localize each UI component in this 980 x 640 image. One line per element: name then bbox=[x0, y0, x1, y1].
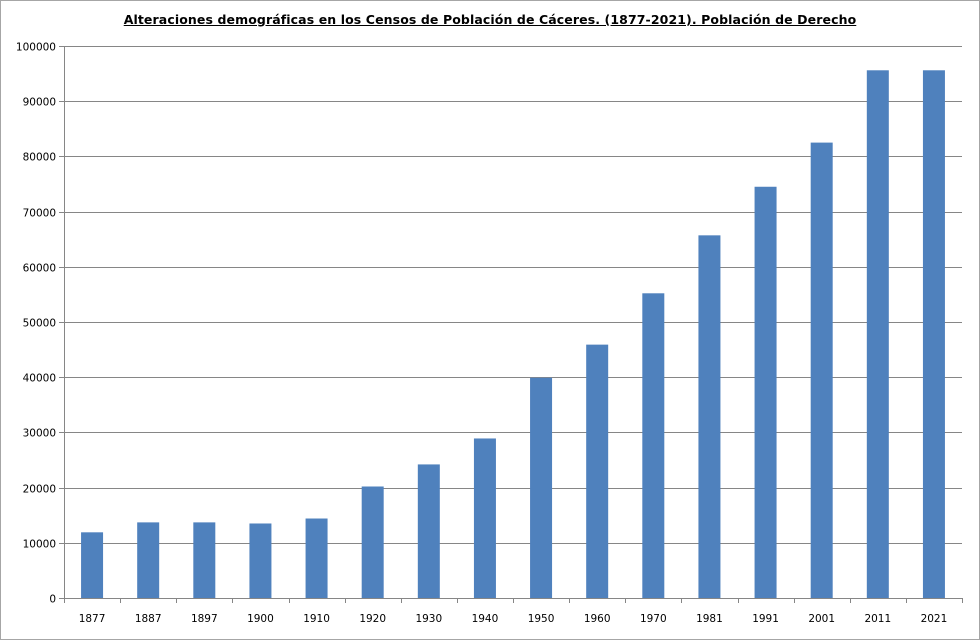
x-tick-label: 1970 bbox=[640, 613, 667, 625]
x-tick-label: 1897 bbox=[191, 613, 218, 625]
x-tick-label: 1940 bbox=[472, 613, 499, 625]
bar bbox=[922, 70, 945, 598]
x-tick-label: 2001 bbox=[808, 613, 835, 625]
bar bbox=[866, 70, 889, 598]
bar bbox=[530, 377, 553, 598]
bar bbox=[698, 235, 721, 598]
x-tick-label: 1877 bbox=[79, 613, 106, 625]
bar bbox=[810, 142, 833, 598]
y-tick-label: 100000 bbox=[16, 42, 56, 54]
bar bbox=[305, 518, 328, 598]
x-tick-label: 1991 bbox=[752, 613, 779, 625]
bar bbox=[417, 464, 440, 598]
y-tick-label: 30000 bbox=[23, 428, 56, 440]
x-tick-label: 2011 bbox=[864, 613, 891, 625]
x-tick-label: 1887 bbox=[135, 613, 162, 625]
y-tick-label: 40000 bbox=[23, 373, 56, 385]
y-tick-label: 70000 bbox=[23, 208, 56, 220]
y-tick-label: 80000 bbox=[23, 152, 56, 164]
bar bbox=[137, 522, 160, 598]
x-tick-label: 1950 bbox=[528, 613, 555, 625]
bar bbox=[193, 522, 216, 598]
x-tick-label: 1920 bbox=[359, 613, 386, 625]
bar bbox=[754, 186, 777, 598]
x-tick-label: 1930 bbox=[415, 613, 442, 625]
x-tick-label: 1900 bbox=[247, 613, 274, 625]
bar bbox=[81, 532, 104, 598]
y-tick-label: 10000 bbox=[23, 539, 56, 551]
bar bbox=[642, 293, 665, 598]
x-tick-label: 1981 bbox=[696, 613, 723, 625]
bar bbox=[586, 344, 609, 598]
y-tick-label: 50000 bbox=[23, 318, 56, 330]
y-tick-label: 60000 bbox=[23, 263, 56, 275]
y-tick-label: 20000 bbox=[23, 484, 56, 496]
chart-title: Alteraciones demográficas en los Censos … bbox=[123, 12, 857, 27]
x-tick-label: 1910 bbox=[303, 613, 330, 625]
y-tick-label: 90000 bbox=[23, 97, 56, 109]
bar bbox=[249, 523, 272, 598]
bar bbox=[473, 438, 496, 598]
x-tick-label: 2021 bbox=[921, 613, 948, 625]
x-tick-label: 1960 bbox=[584, 613, 611, 625]
y-tick-label: 0 bbox=[49, 594, 56, 606]
bar bbox=[361, 486, 384, 598]
